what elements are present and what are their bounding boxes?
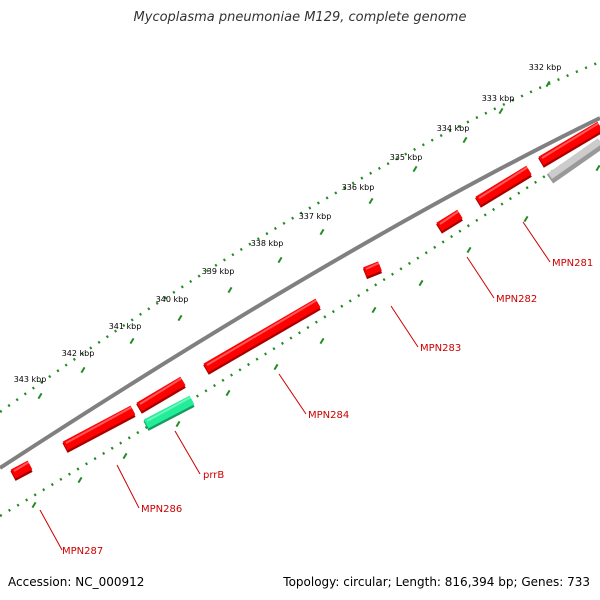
ruler-label: 336 kbp xyxy=(342,183,375,192)
ruler-label: 340 kbp xyxy=(156,295,189,304)
gene-MPN284b xyxy=(203,298,321,373)
gene-MPN286 xyxy=(62,405,136,451)
inner-tick-6 xyxy=(273,363,279,371)
outer-tick-1 xyxy=(498,107,504,115)
gene-label-prrB: prrB xyxy=(203,470,224,481)
gene-MPN284-highlight xyxy=(365,262,380,270)
inner-tick-3 xyxy=(418,279,424,287)
inner-ruler xyxy=(0,138,600,518)
gene-MPN282-highlight xyxy=(478,166,529,199)
gene-MPN283-highlight xyxy=(439,210,460,225)
outer-tick-0 xyxy=(545,80,551,88)
inner-tick-11 xyxy=(31,501,37,509)
gene-MPN287 xyxy=(10,460,33,479)
ruler-labels: 332 kbp 333 kbp 334 kbp 335 kbp 336 kbp 337 k… xyxy=(14,63,562,384)
gene-unlabeled-highlight xyxy=(139,377,183,405)
outer-tick-7 xyxy=(227,286,233,294)
gene-other-grey-highlight xyxy=(547,138,600,179)
inner-tick-8 xyxy=(175,420,181,428)
inner-tick-4 xyxy=(371,306,377,314)
ruler-label: 332 kbp xyxy=(529,63,562,72)
ruler-label: 335 kbp xyxy=(390,153,423,162)
ruler-label: 337 kbp xyxy=(299,212,332,221)
gene-MPN282 xyxy=(475,165,532,206)
gene-MPN286-highlight xyxy=(65,406,133,444)
outer-tick-3 xyxy=(412,165,418,173)
accession-text: Accession: NC_000912 xyxy=(8,575,145,589)
outer-tick-2 xyxy=(462,136,468,144)
ruler-label: 339 kbp xyxy=(202,267,235,276)
backbone xyxy=(0,116,600,470)
gene-blocks xyxy=(10,121,600,481)
gene-label-MPN284: MPN284 xyxy=(308,410,349,421)
outer-tick-9 xyxy=(129,337,135,345)
inner-tick-2 xyxy=(466,246,472,254)
ruler-label: 338 kbp xyxy=(251,239,284,248)
outer-tick-8 xyxy=(177,314,183,322)
outer-tick-6 xyxy=(277,256,283,264)
gene-unlabeled xyxy=(136,376,186,412)
gene-MPN284 xyxy=(363,261,382,277)
leader-line-MPN284 xyxy=(278,373,307,415)
gene-label-MPN281: MPN281 xyxy=(552,258,593,269)
gene-labels: MPN281 MPN282 MPN283 MPN284 prrB MPN286 MPN287 xyxy=(62,258,593,557)
leader-line-MPN287 xyxy=(39,509,63,551)
ruler-label: 334 kbp xyxy=(437,124,470,133)
page-title: Mycoplasma pneumoniae M129, complete gen… xyxy=(133,10,467,25)
ruler-label: 342 kbp xyxy=(62,349,95,358)
inner-tick-9 xyxy=(122,452,128,460)
gene-MPN283 xyxy=(436,209,463,232)
gene-MPN281 xyxy=(538,121,600,166)
leader-line-MPN286 xyxy=(116,464,140,509)
leader-line-MPN282 xyxy=(466,256,495,299)
gene-prrB xyxy=(143,395,195,429)
outer-tick-11 xyxy=(37,392,43,400)
gene-label-MPN287: MPN287 xyxy=(62,546,103,557)
gene-label-MPN286: MPN286 xyxy=(141,504,182,515)
outer-ruler xyxy=(0,60,600,414)
gene-MPN287-highlight xyxy=(13,461,30,472)
outer-tick-5 xyxy=(319,228,325,236)
outer-tick-10 xyxy=(80,366,86,374)
inner-tick-0 xyxy=(595,164,600,172)
leader-line-MPN281 xyxy=(522,221,551,263)
gene-label-MPN282: MPN282 xyxy=(496,294,537,305)
inner-tick-1 xyxy=(523,215,529,223)
leader-lines xyxy=(39,221,551,551)
inner-tick-10 xyxy=(77,476,83,484)
genome-summary-text: Topology: circular; Length: 816,394 bp; … xyxy=(283,575,590,589)
gene-MPN284b-highlight xyxy=(206,299,318,366)
inner-tick-5 xyxy=(319,337,325,345)
leader-line-MPN283 xyxy=(390,305,419,348)
inner-tick-7 xyxy=(225,389,231,397)
gene-MPN281-highlight xyxy=(541,122,600,159)
ruler-label: 333 kbp xyxy=(482,94,515,103)
ruler-label: 343 kbp xyxy=(14,375,47,384)
gene-label-MPN283: MPN283 xyxy=(420,343,461,354)
leader-line-prrB xyxy=(174,430,201,475)
outer-tick-4 xyxy=(368,197,374,205)
ruler-label: 341 kbp xyxy=(109,322,142,331)
gene-prrB-highlight xyxy=(146,396,192,422)
ruler-ticks xyxy=(31,80,600,509)
